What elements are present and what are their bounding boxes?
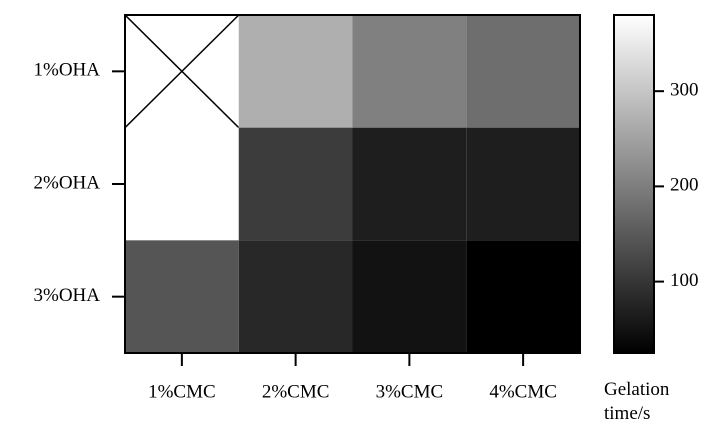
x-tick-label: 2%CMC [262, 381, 330, 402]
heat-cell [466, 127, 580, 241]
empty-cross [124, 14, 240, 129]
x-tick-label: 3%CMC [376, 381, 444, 402]
heat-cell [125, 240, 239, 353]
heat-cell [238, 127, 353, 241]
heat-cell [238, 15, 353, 128]
colorbar-tick-label: 300 [670, 80, 699, 101]
colorbar-tick-label: 200 [670, 175, 699, 196]
x-tick-label: 4%CMC [489, 381, 557, 402]
heat-cell [352, 127, 467, 241]
heat-cell [238, 240, 353, 353]
x-tick-label: 1%CMC [148, 381, 216, 402]
heat-cell [466, 240, 580, 353]
colorbar-tick-label: 100 [670, 270, 699, 291]
heat-cell [466, 15, 580, 128]
colorbar [613, 14, 655, 354]
y-tick-label: 1%OHA [34, 60, 101, 81]
y-tick-label: 2%OHA [34, 172, 101, 193]
heat-cell [352, 240, 467, 353]
y-tick-label: 3%OHA [34, 285, 101, 306]
heat-cell [125, 127, 239, 241]
colorbar-label: Gelation time/s [604, 379, 670, 424]
heat-cell [352, 15, 467, 128]
